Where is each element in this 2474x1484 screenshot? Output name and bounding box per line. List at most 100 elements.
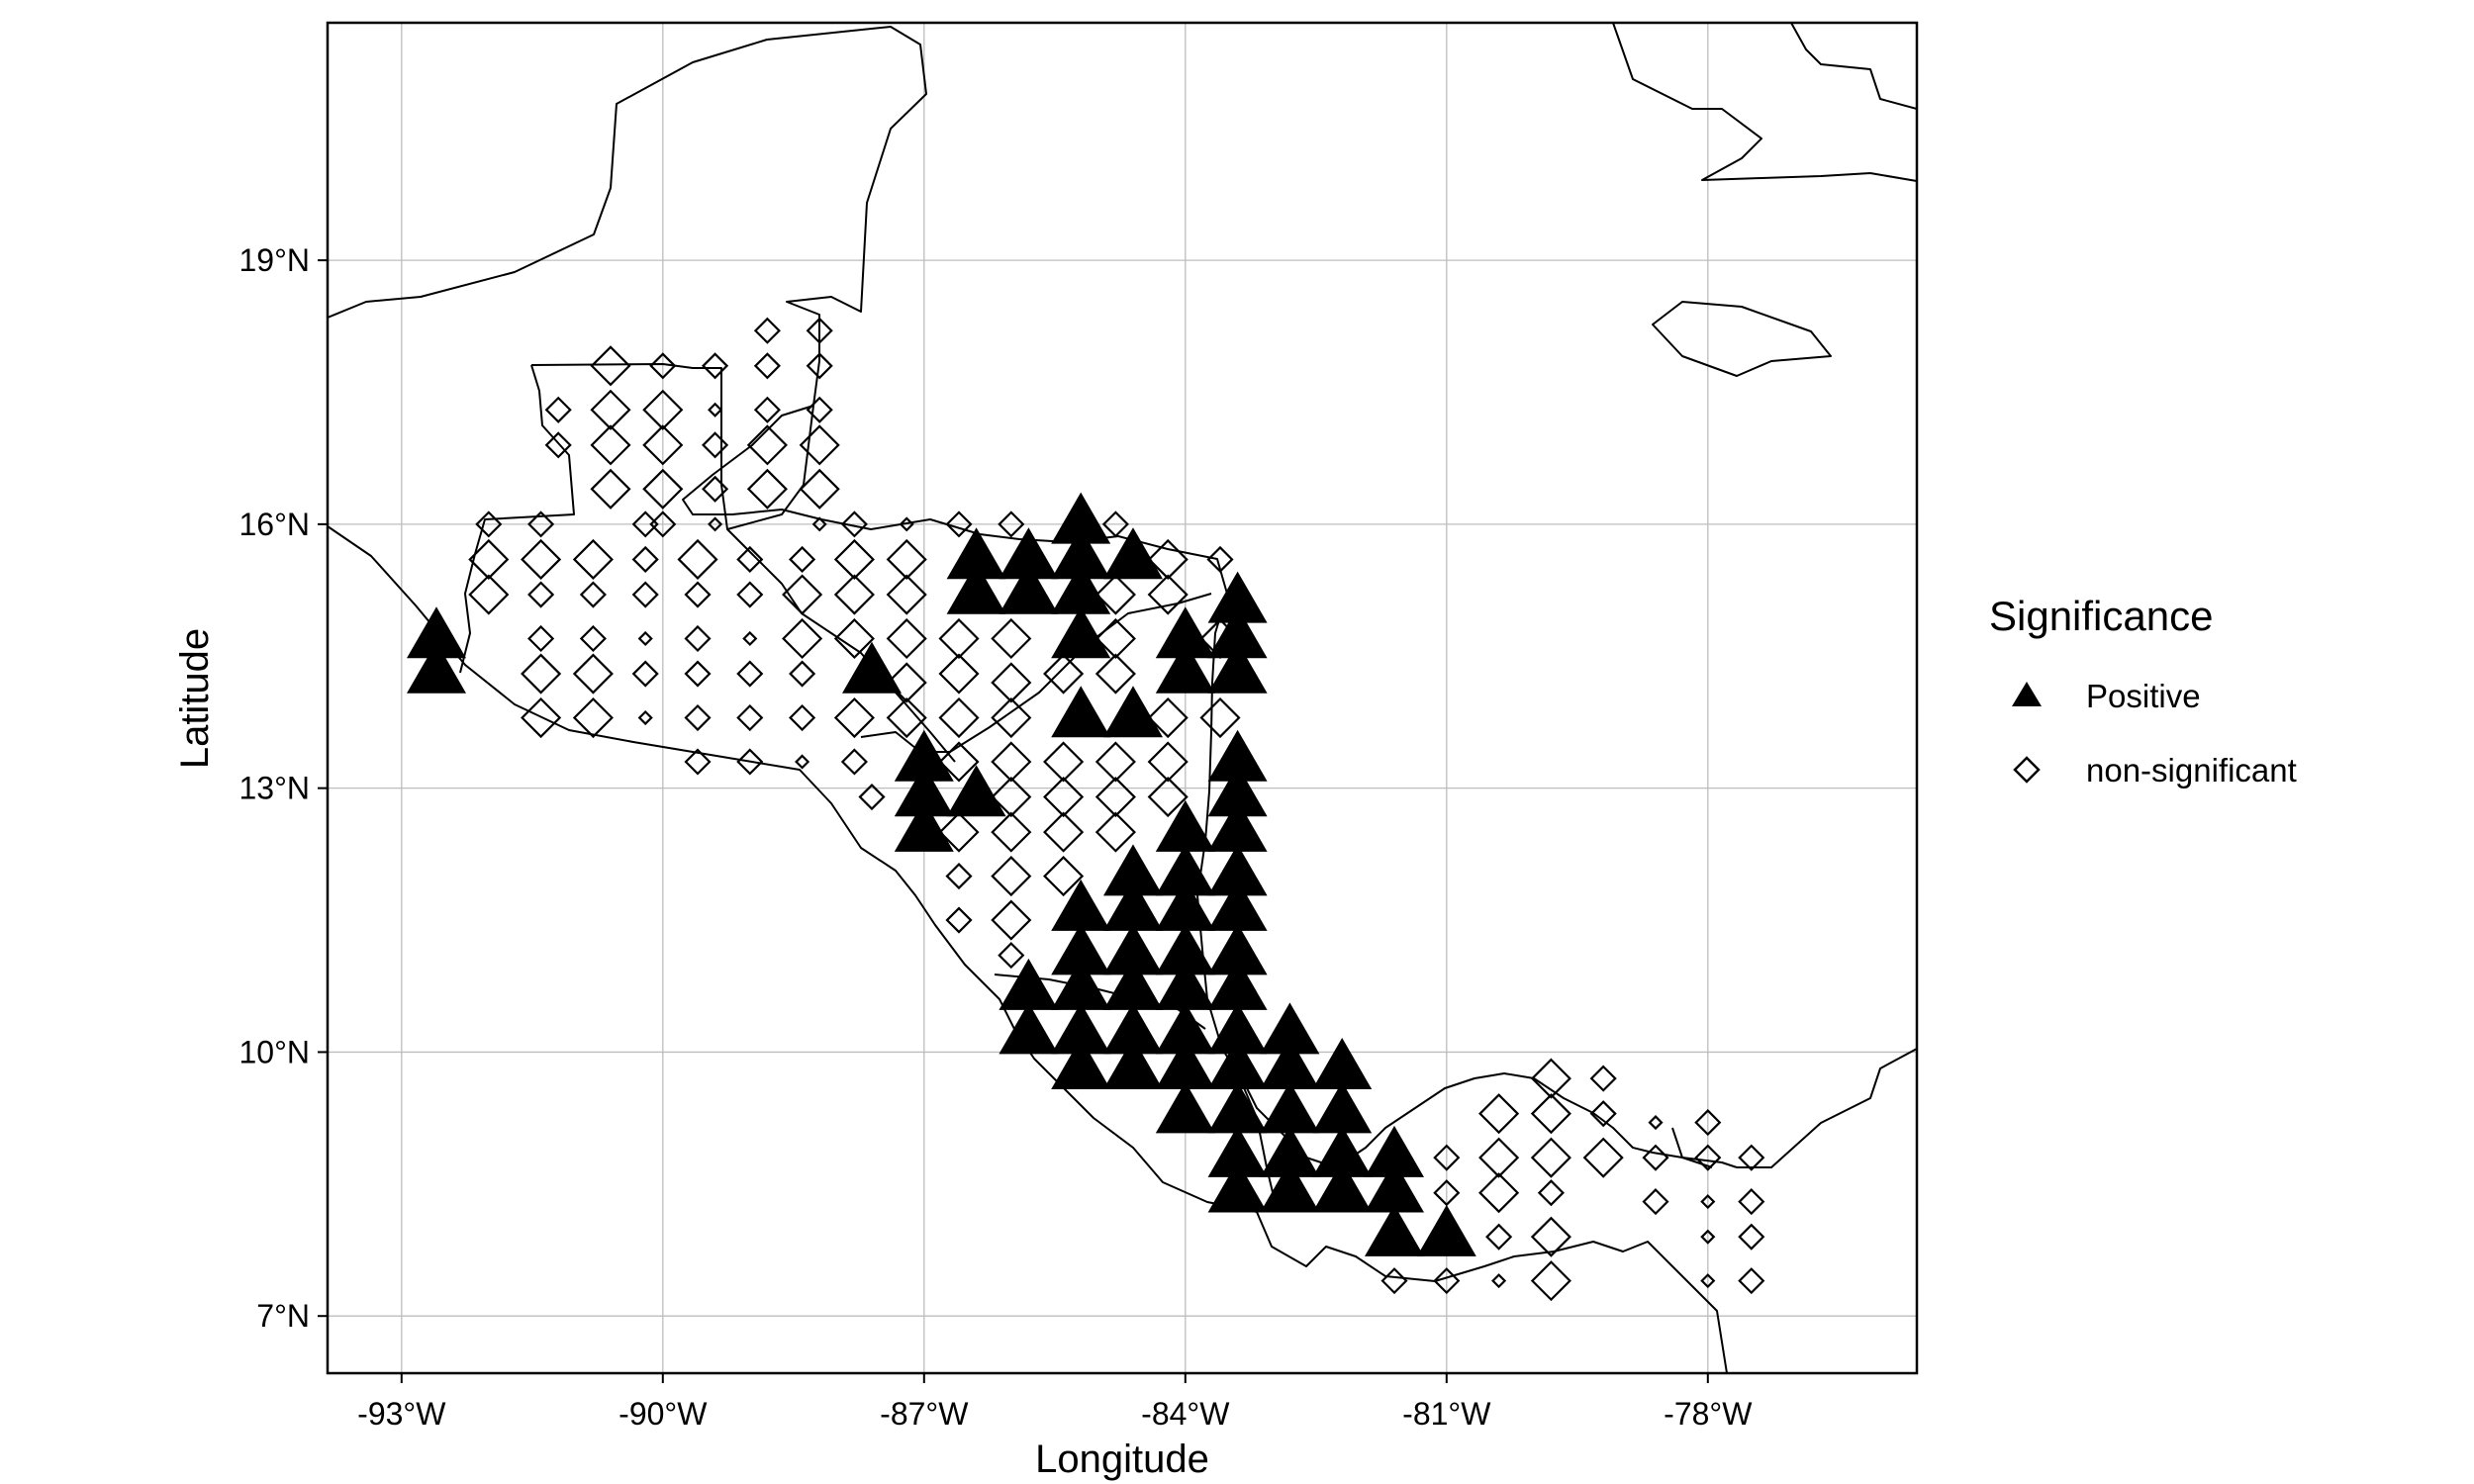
point-non-significant [572,696,614,739]
point-positive [1051,686,1111,738]
point-non-significant [649,352,677,380]
point-positive [1051,527,1111,580]
point-non-significant [631,545,659,573]
point-positive [999,1002,1059,1055]
point-non-significant [991,741,1032,783]
point-non-significant [590,345,631,387]
point-non-significant [590,424,631,466]
y-tick-label: 16°N [239,507,311,542]
grid-lines [328,23,1917,1373]
point-non-significant [1700,1194,1716,1210]
y-tick-label: 10°N [239,1034,311,1069]
point-non-significant [991,617,1032,660]
coastline-yucatan-gulf [328,26,927,407]
point-positive [999,562,1059,614]
point-non-significant [475,510,503,538]
point-non-significant [572,538,614,580]
point-non-significant [1094,776,1136,818]
point-non-significant [753,352,781,380]
point-non-significant [579,624,607,653]
y-tick-label: 13°N [239,771,311,806]
point-non-significant [642,424,684,466]
x-axis-title: Longitude [1035,1438,1209,1481]
point-positive [1207,571,1268,623]
point-positive [1155,641,1215,694]
point-non-significant [1433,1223,1461,1251]
x-tick-label: -87°W [880,1396,969,1432]
y-tick-label: 19°N [239,242,311,278]
point-non-significant [991,811,1032,853]
point-non-significant [521,696,562,739]
coastline-pacific [328,525,1728,1373]
point-non-significant [1530,1216,1571,1257]
point-non-significant [886,574,927,615]
point-non-significant [1589,1065,1617,1092]
plot-border [326,21,1919,1375]
point-non-significant [789,660,816,688]
point-non-significant [1738,1144,1765,1171]
point-non-significant [938,811,980,853]
point-positive [999,958,1059,1010]
point-positive [1051,923,1111,975]
point-non-significant [590,389,631,430]
point-non-significant [886,662,927,703]
point-non-significant [1199,617,1241,660]
point-non-significant [1433,1179,1461,1207]
x-tick-label: -78°W [1664,1396,1753,1432]
point-positive [946,562,1006,614]
point-positive [1365,1125,1424,1177]
point-non-significant [782,574,823,615]
point-non-significant [544,396,572,423]
point-non-significant [572,653,614,695]
coastline-colombia [1737,970,1917,1168]
point-positive [1312,1081,1373,1134]
point-non-significant [833,617,875,660]
y-axis-title: Latitude [173,628,217,769]
point-non-significant [945,906,973,934]
point-non-significant [527,581,555,608]
point-non-significant [1433,1144,1461,1171]
point-positive [1207,844,1268,896]
point-positive [1155,606,1215,659]
point-non-significant [746,468,788,510]
point-non-significant [1094,653,1136,695]
point-non-significant [708,402,723,417]
point-positive [407,606,466,659]
legend-title: Significance [1989,593,2213,639]
point-non-significant [799,468,840,510]
point-non-significant [945,510,973,538]
point-non-significant [1485,1223,1513,1251]
x-tick-label: -81°W [1402,1396,1491,1432]
point-non-significant [1478,1137,1520,1178]
point-non-significant [789,703,816,732]
point-non-significant [806,317,833,344]
point-non-significant [886,538,927,580]
point-positive [1103,1002,1163,1055]
point-non-significant [642,389,684,430]
point-positive [1155,1037,1215,1089]
point-non-significant [811,516,827,532]
point-non-significant [468,538,510,580]
point-non-significant [708,516,723,532]
point-non-significant [1094,617,1136,660]
point-positive [1207,765,1268,817]
point-non-significant [998,510,1025,538]
point-non-significant [637,630,653,647]
point-non-significant [833,538,875,580]
point-positive [946,765,1006,817]
point-positive [1155,879,1215,931]
y-axis: 7°N 10°N 13°N 16°N 19°N [239,242,328,1334]
point-non-significant [527,624,555,653]
point-non-significant [806,352,833,380]
point-positive [1312,1160,1373,1213]
point-positive [1207,729,1268,782]
legend-positive-label: Positive [2086,678,2201,714]
point-non-significant [886,696,927,739]
point-non-significant [684,703,712,732]
point-non-significant [1094,811,1136,853]
point-non-significant [1478,1172,1520,1214]
point-positive [1051,1002,1111,1055]
point-positive [1365,1204,1424,1256]
point-non-significant [991,899,1032,941]
point-positive [894,729,954,782]
